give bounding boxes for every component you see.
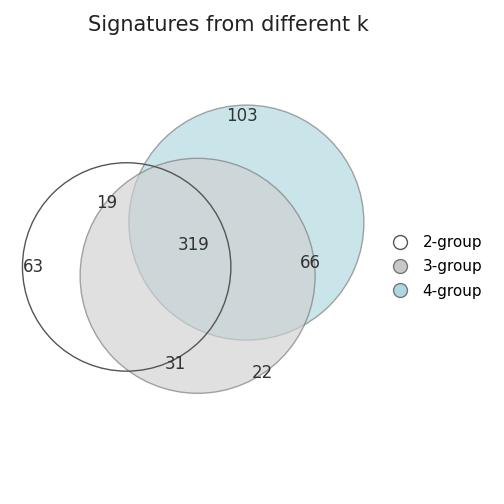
Text: 319: 319 xyxy=(177,236,209,254)
Legend: 2-group, 3-group, 4-group: 2-group, 3-group, 4-group xyxy=(378,229,488,305)
Text: 103: 103 xyxy=(226,107,258,125)
Title: Signatures from different k: Signatures from different k xyxy=(88,15,369,35)
Text: 66: 66 xyxy=(300,254,321,272)
Text: 22: 22 xyxy=(251,364,273,383)
Circle shape xyxy=(129,105,364,340)
Text: 19: 19 xyxy=(96,194,117,212)
Text: 31: 31 xyxy=(165,355,186,373)
Text: 63: 63 xyxy=(23,258,44,276)
Circle shape xyxy=(80,158,315,393)
